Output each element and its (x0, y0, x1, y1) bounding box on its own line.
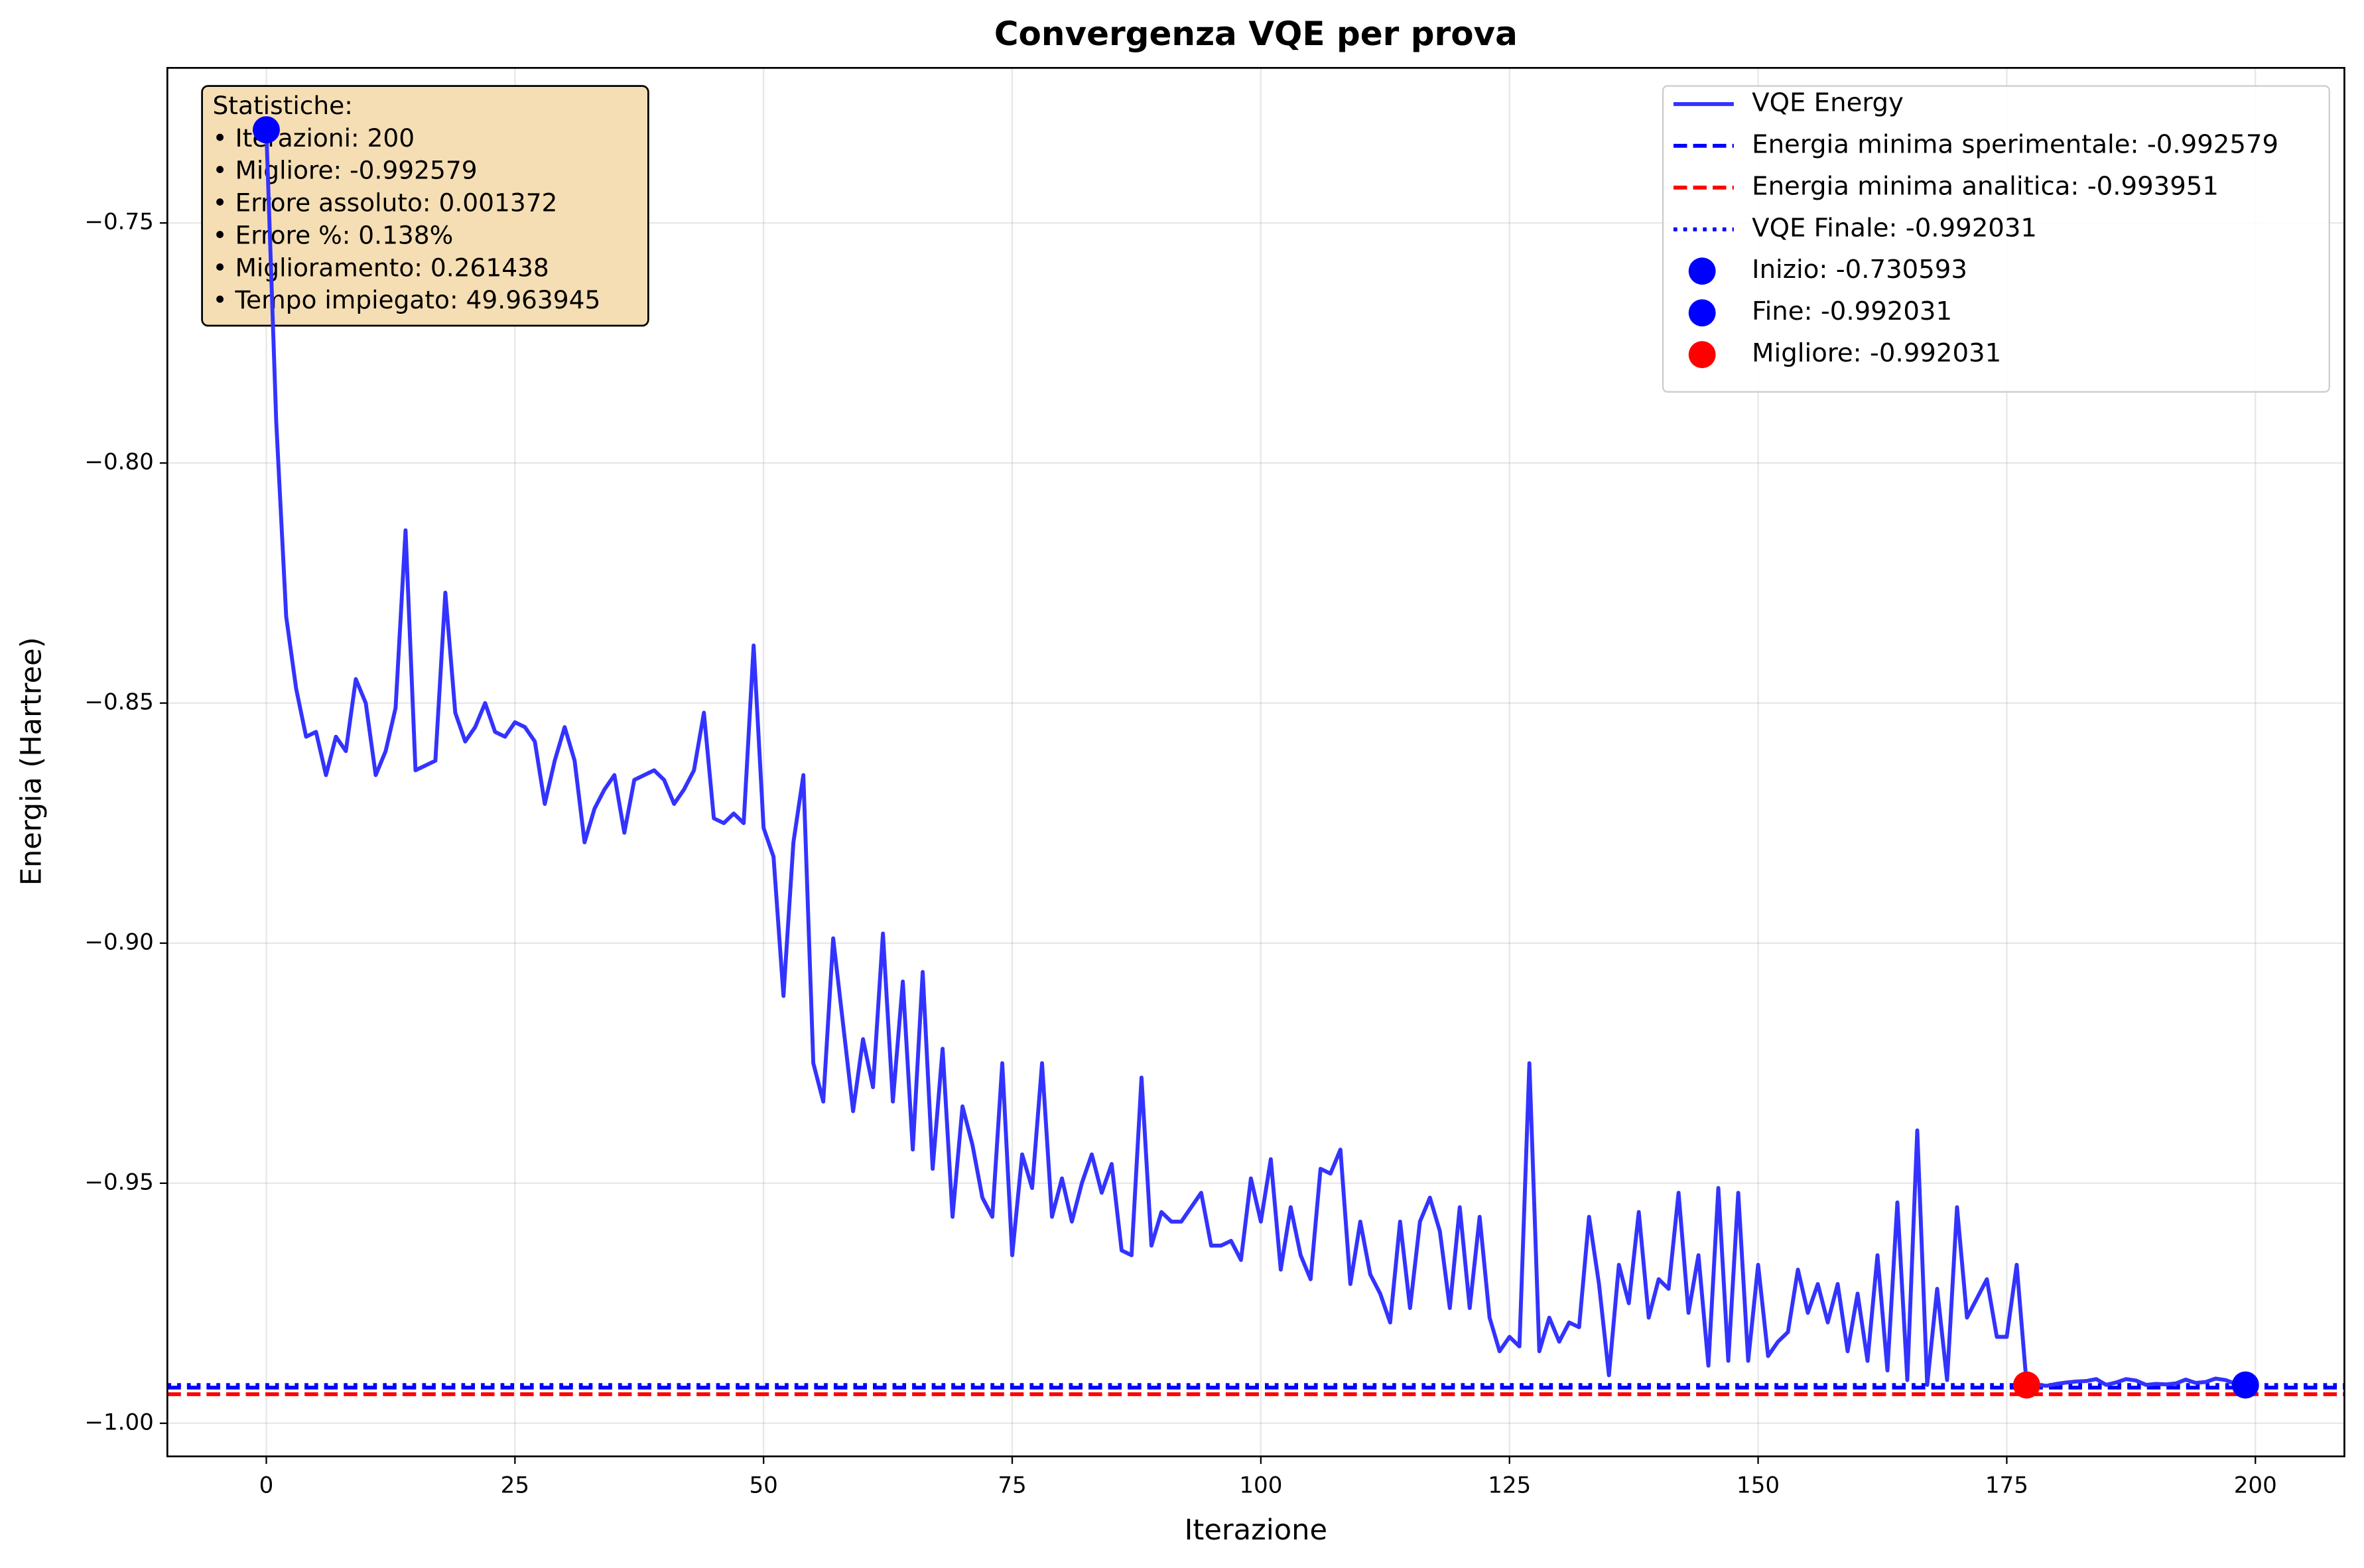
x-tick-label: 75 (998, 1472, 1026, 1499)
stats-line: • Iterazioni: 200 (212, 123, 415, 153)
y-tick-label: −0.80 (84, 449, 153, 476)
legend-swatch (1688, 299, 1716, 327)
x-tick-label: 50 (749, 1472, 777, 1499)
plot-frame (166, 66, 2345, 1458)
stats-title: Statistiche: (212, 91, 352, 120)
chart-title: Convergenza VQE per prova (994, 15, 1518, 53)
point-marker (2012, 1371, 2040, 1399)
legend-box (1662, 85, 2330, 393)
x-tick-label: 125 (1488, 1472, 1531, 1499)
x-tick-label: 150 (1737, 1472, 1780, 1499)
legend-label: Inizio: -0.730593 (1752, 255, 1967, 285)
legend-label: Energia minima sperimentale: -0.992579 (1752, 129, 2278, 159)
stats-line: • Errore assoluto: 0.001372 (212, 188, 557, 218)
legend-swatch (1688, 257, 1716, 285)
legend-label: VQE Finale: -0.992031 (1752, 213, 2037, 243)
stats-box (201, 85, 649, 327)
data-line (264, 129, 2246, 1388)
y-tick-label: −1.00 (84, 1409, 153, 1435)
stats-line: • Tempo impiegato: 49.963945 (212, 285, 600, 314)
stats-line: • Errore %: 0.138% (212, 220, 453, 249)
y-axis-label: Energia (Hartree) (15, 637, 48, 885)
legend-label: Migliore: -0.992031 (1752, 338, 2001, 368)
x-tick-label: 0 (259, 1472, 274, 1499)
x-tick-label: 200 (2234, 1472, 2277, 1499)
y-tick-label: −0.90 (84, 929, 153, 955)
y-tick-label: −0.95 (84, 1169, 153, 1195)
x-axis-label: Iterazione (1185, 1514, 1327, 1547)
legend-label: Fine: -0.992031 (1752, 296, 1952, 326)
point-marker (2231, 1371, 2259, 1399)
y-tick-label: −0.75 (84, 209, 153, 235)
stats-line: • Miglioramento: 0.261438 (212, 253, 549, 282)
legend-label: Energia minima analitica: -0.993951 (1752, 171, 2219, 201)
legend-label: VQE Energy (1752, 88, 1904, 117)
stats-line: • Migliore: -0.992579 (212, 156, 477, 185)
y-tick-label: −0.85 (84, 689, 153, 716)
x-tick-label: 100 (1239, 1472, 1282, 1499)
x-tick-label: 175 (1985, 1472, 2028, 1499)
x-tick-label: 25 (501, 1472, 529, 1499)
legend-swatch (1688, 341, 1716, 369)
point-marker (253, 116, 280, 144)
